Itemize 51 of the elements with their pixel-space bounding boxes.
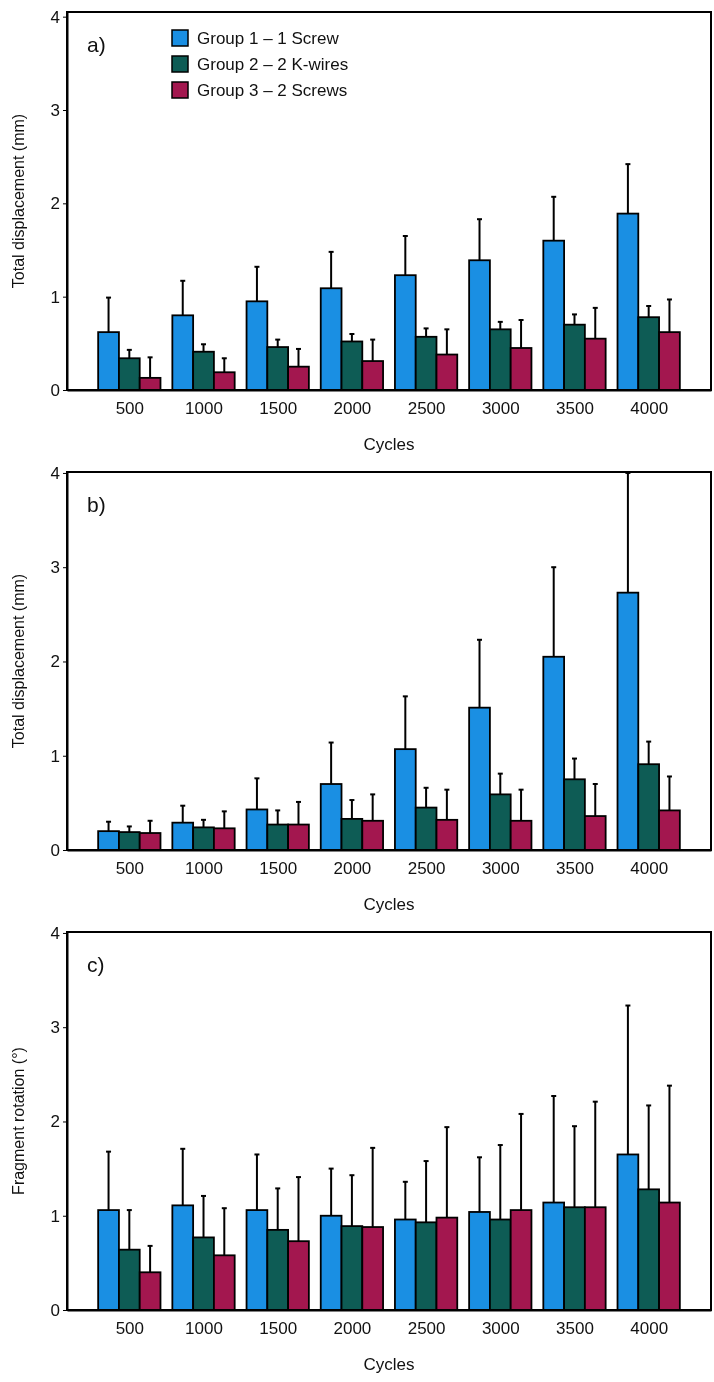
x-tick-label: 2500 (407, 859, 446, 879)
y-tick-label: 2 (50, 194, 60, 214)
x-tick-label: 1500 (259, 1319, 298, 1339)
x-tick-label: 500 (115, 1319, 145, 1339)
x-tick-label: 1000 (185, 859, 223, 879)
y-axis-title: Total displacement (mm) (10, 573, 27, 749)
y-axis-title: Total displacement (mm) (10, 113, 27, 289)
y-tick-label: 0 (50, 380, 60, 400)
x-tick-label: 500 (115, 399, 145, 419)
x-tick-label: 2000 (333, 1319, 372, 1339)
y-tick-label: 1 (50, 1206, 60, 1226)
x-tick-label: 2500 (407, 399, 446, 419)
y-tick-label: 4 (50, 7, 60, 27)
y-tick-label: 3 (50, 1018, 60, 1038)
legend-label: Group 2 – 2 K-wires (197, 55, 349, 74)
x-tick-label: 2000 (333, 859, 372, 879)
y-tick-label: 2 (50, 652, 60, 672)
x-tick-label: 2500 (407, 1319, 446, 1339)
x-tick-label: 3000 (481, 1319, 520, 1339)
y-tick-label: 1 (50, 287, 60, 307)
x-tick-label: 1500 (259, 859, 298, 879)
x-tick-label: 3500 (556, 859, 594, 879)
y-axis-title: Fragment rotation (°) (10, 1047, 27, 1195)
x-tick-label: 3000 (481, 399, 520, 419)
x-tick-label: 1000 (185, 399, 223, 419)
y-tick-label: 0 (50, 840, 60, 860)
x-axis-title: Cycles (363, 435, 415, 454)
x-tick-label: 4000 (630, 1319, 669, 1339)
legend-label: Group 3 – 2 Screws (197, 81, 348, 100)
y-tick-label: 2 (50, 1112, 60, 1132)
x-axis-title: Cycles (363, 1355, 415, 1374)
x-tick-label: 1500 (259, 399, 298, 419)
x-tick-label: 3500 (556, 399, 594, 419)
y-tick-label: 3 (50, 558, 60, 578)
x-tick-label: 4000 (630, 859, 669, 879)
text: c) (87, 953, 105, 976)
x-axis-title: Cycles (363, 895, 415, 914)
legend-label: Group 1 – 1 Screw (197, 29, 340, 48)
y-tick-label: 0 (50, 1300, 60, 1320)
x-tick-label: 500 (115, 859, 145, 879)
y-tick-label: 4 (50, 923, 60, 943)
y-tick-label: 4 (50, 463, 60, 483)
x-tick-label: 3000 (481, 859, 520, 879)
text: b) (87, 493, 106, 516)
x-tick-label: 3500 (556, 1319, 594, 1339)
text: a) (87, 33, 106, 56)
y-tick-label: 1 (50, 746, 60, 766)
y-tick-label: 3 (50, 100, 60, 120)
x-tick-label: 4000 (630, 399, 669, 419)
x-tick-label: 2000 (333, 399, 372, 419)
x-tick-label: 1000 (185, 1319, 223, 1339)
